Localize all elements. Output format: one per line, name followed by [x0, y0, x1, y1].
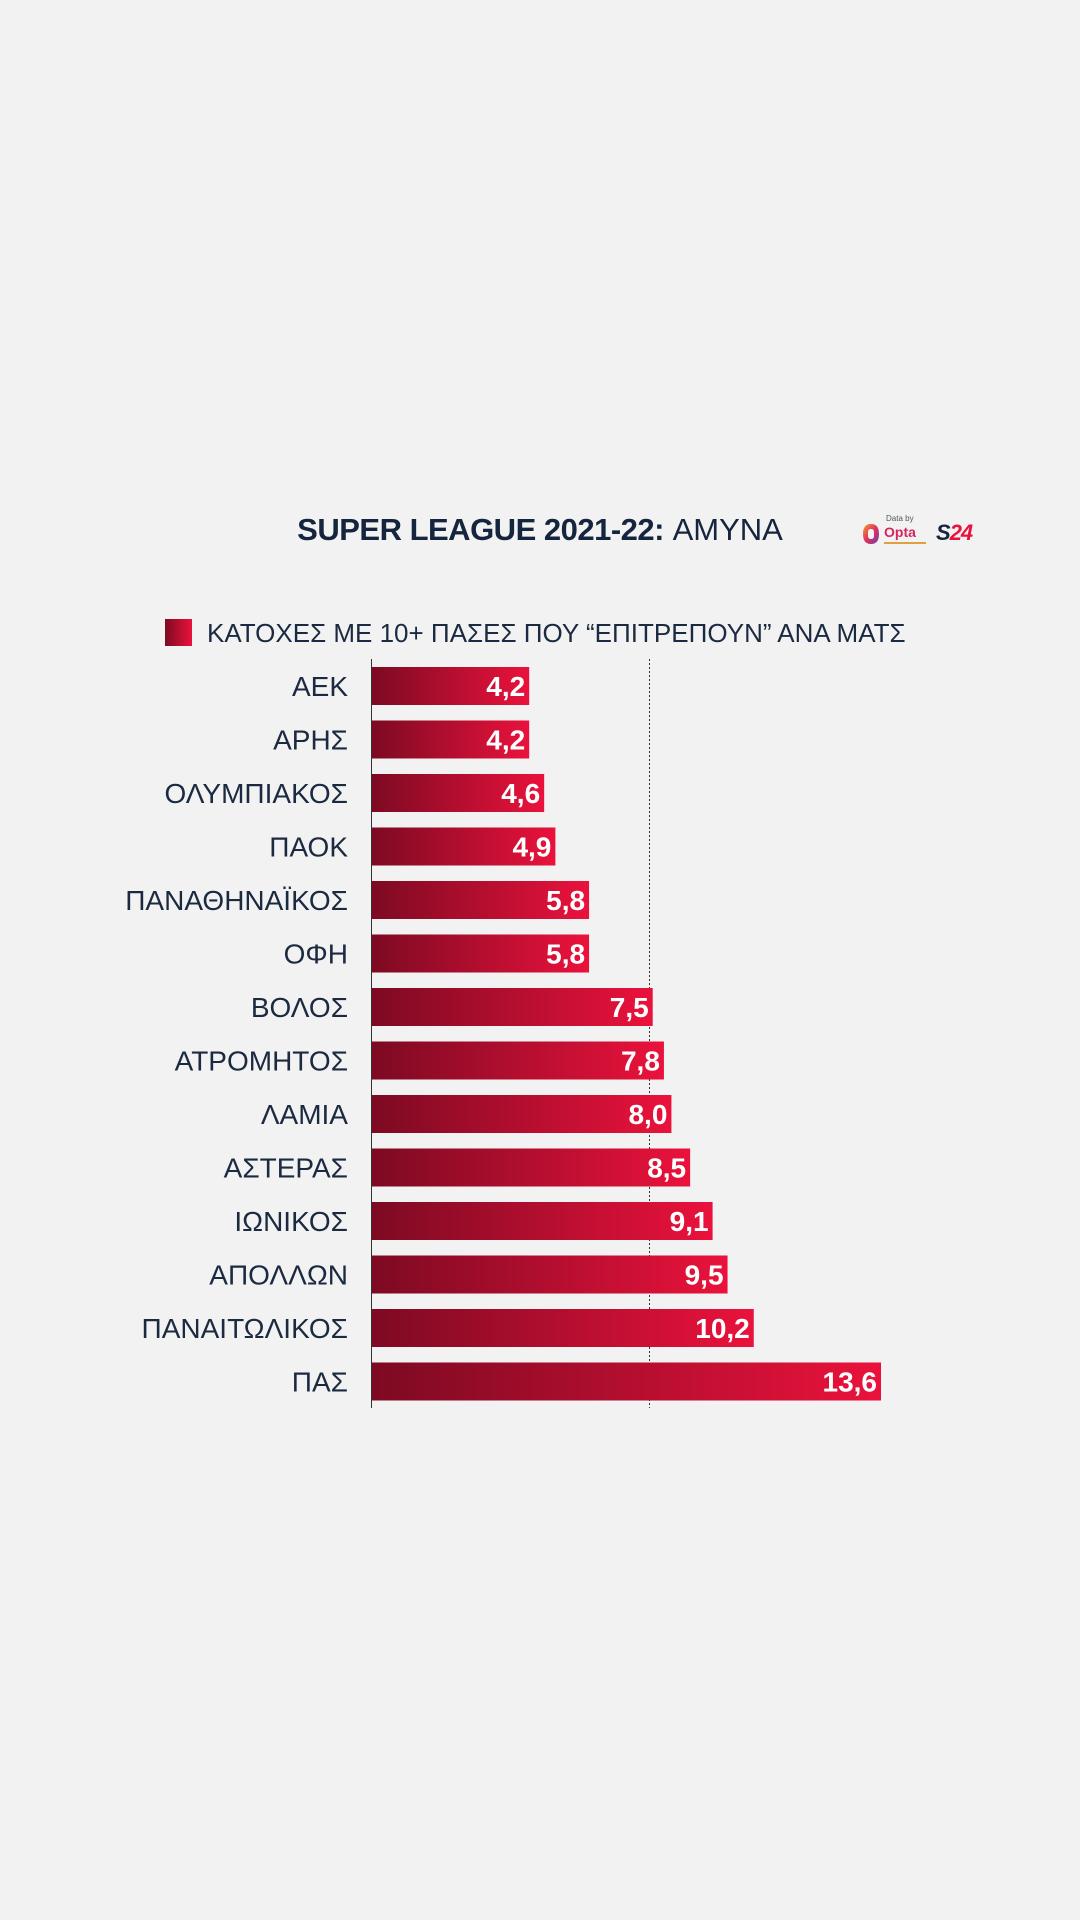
value-label: 4,2: [486, 671, 525, 702]
category-label: ΑΠΟΛΛΩΝ: [209, 1260, 348, 1291]
logos: Data by Opta S24: [860, 514, 990, 548]
title-rest: ΑΜΥΝΑ: [672, 512, 783, 547]
category-label: ΙΩΝΙΚΟΣ: [234, 1206, 348, 1237]
value-label: 13,6: [823, 1367, 878, 1398]
data-by-label: Data by: [886, 514, 914, 523]
s24-logo: S24: [936, 520, 973, 545]
category-label: ΑΡΗΣ: [273, 725, 348, 756]
value-label: 4,6: [501, 778, 540, 809]
opta-wordmark: Opta: [884, 524, 916, 540]
category-label: ΠΑΟΚ: [269, 832, 348, 863]
bar: [372, 988, 653, 1026]
chart-title: SUPER LEAGUE 2021-22: ΑΜΥΝΑ: [0, 512, 1080, 548]
bars-group: ΑΕΚ 4,2 ΑΡΗΣ 4,2 ΟΛΥΜΠΙΑΚΟΣ 4,6 ΠΑΟΚ 4,9 ΠΑΝΑΘΗΝ…: [125, 667, 881, 1401]
category-label: ΟΦΗ: [284, 939, 348, 970]
bar: [372, 827, 556, 866]
value-label: 4,9: [512, 832, 551, 863]
category-label: ΒΟΛΟΣ: [251, 992, 348, 1023]
bar: [372, 881, 590, 919]
bar: [372, 1095, 672, 1133]
value-label: 5,8: [546, 885, 585, 916]
value-label: 8,5: [647, 1153, 686, 1184]
value-label: 4,2: [486, 725, 525, 756]
legend-swatch: [165, 619, 192, 646]
bar: [372, 667, 530, 705]
opta-underline: [884, 542, 926, 544]
bar: [372, 720, 530, 759]
bar: [372, 1309, 754, 1347]
category-label: ΠΑΝΑΘΗΝΑΪΚΟΣ: [125, 885, 348, 916]
bar: [372, 1255, 728, 1294]
value-label: 7,8: [621, 1046, 660, 1077]
category-label: ΛΑΜΙΑ: [261, 1099, 348, 1130]
bar-chart: ΑΕΚ 4,2 ΑΡΗΣ 4,2 ΟΛΥΜΠΙΑΚΟΣ 4,6 ΠΑΟΚ 4,9 ΠΑΝΑΘΗΝ…: [125, 659, 881, 1408]
value-label: 8,0: [628, 1099, 667, 1130]
value-label: 9,5: [685, 1260, 724, 1291]
bar: [372, 934, 590, 973]
category-label: ΑΤΡΟΜΗΤΟΣ: [175, 1046, 348, 1077]
category-label: ΟΛΥΜΠΙΑΚΟΣ: [165, 778, 348, 809]
value-label: 7,5: [610, 992, 649, 1023]
category-label: ΠΑΝΑΙΤΩΛΙΚΟΣ: [142, 1313, 349, 1344]
bar: [372, 1362, 881, 1401]
value-label: 5,8: [546, 939, 585, 970]
title-bold: SUPER LEAGUE 2021-22:: [297, 512, 664, 547]
opta-logo-icon: [863, 524, 879, 544]
category-label: ΑΕΚ: [292, 671, 348, 702]
bar: [372, 1041, 664, 1080]
bar: [372, 1148, 691, 1187]
category-label: ΑΣΤΕΡΑΣ: [224, 1153, 348, 1184]
value-label: 10,2: [695, 1313, 750, 1344]
bar: [372, 774, 545, 812]
value-label: 9,1: [670, 1206, 709, 1237]
bar: [372, 1202, 713, 1240]
legend-label: ΚΑΤΟΧΕΣ ΜΕ 10+ ΠΑΣΕΣ ΠΟΥ “ΕΠΙΤΡΕΠΟΥΝ” ΑΝ…: [207, 618, 906, 648]
category-label: ΠΑΣ: [292, 1367, 348, 1398]
